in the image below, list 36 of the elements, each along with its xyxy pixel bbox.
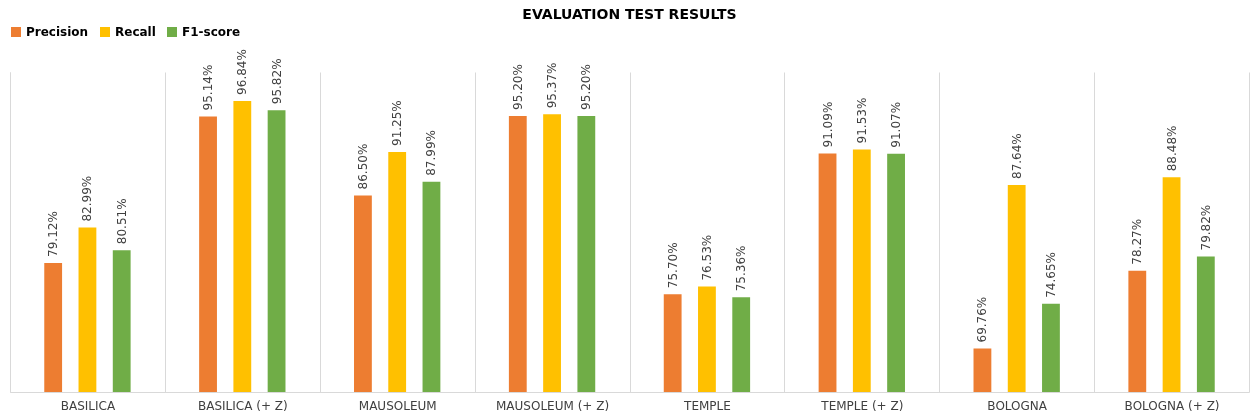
- data-label: 91.25%: [390, 100, 405, 146]
- x-tick-label: BOLOGNA: [987, 398, 1048, 413]
- data-label: 87.99%: [424, 130, 439, 176]
- data-label: 91.07%: [889, 101, 904, 148]
- x-tick-label: BASILICA (+ Z): [197, 398, 288, 413]
- data-label: 82.99%: [80, 175, 95, 222]
- data-label: 95.20%: [510, 64, 525, 110]
- data-label: 80.51%: [114, 198, 129, 245]
- legend-label: Precision: [26, 25, 89, 39]
- data-label: 95.37%: [545, 62, 560, 109]
- x-tick-label: TEMPLE: [683, 398, 731, 413]
- data-label: 95.14%: [201, 64, 216, 111]
- data-label: 88.48%: [1164, 125, 1179, 172]
- data-label: 75.36%: [734, 245, 749, 292]
- data-label: 75.70%: [665, 242, 680, 289]
- legend-label: F1-score: [182, 25, 241, 39]
- data-label: 87.64%: [1009, 133, 1024, 180]
- x-tick-label: BASILICA: [60, 398, 116, 413]
- data-label: 91.09%: [820, 101, 835, 148]
- data-label: 69.76%: [975, 296, 990, 343]
- legend-label: Recall: [115, 25, 156, 39]
- data-label: 79.82%: [1198, 204, 1213, 251]
- data-label: 96.84%: [235, 49, 250, 95]
- x-tick-label: MAUSOLEUM: [358, 398, 437, 413]
- data-label: 76.53%: [699, 234, 714, 281]
- chart-title: EVALUATION TEST RESULTS: [522, 6, 737, 22]
- x-tick-label: MAUSOLEUM (+ Z): [496, 398, 610, 413]
- data-label: 74.65%: [1043, 252, 1058, 298]
- data-label: 95.82%: [269, 58, 284, 105]
- x-tick-label: TEMPLE (+ Z): [820, 398, 904, 413]
- data-label: 95.20%: [579, 64, 594, 110]
- data-label: 91.53%: [854, 97, 869, 144]
- data-label: 86.50%: [355, 143, 370, 190]
- data-label: 79.12%: [46, 211, 61, 257]
- data-label: 78.27%: [1130, 218, 1145, 265]
- x-tick-label: BOLOGNA (+ Z): [1124, 398, 1220, 413]
